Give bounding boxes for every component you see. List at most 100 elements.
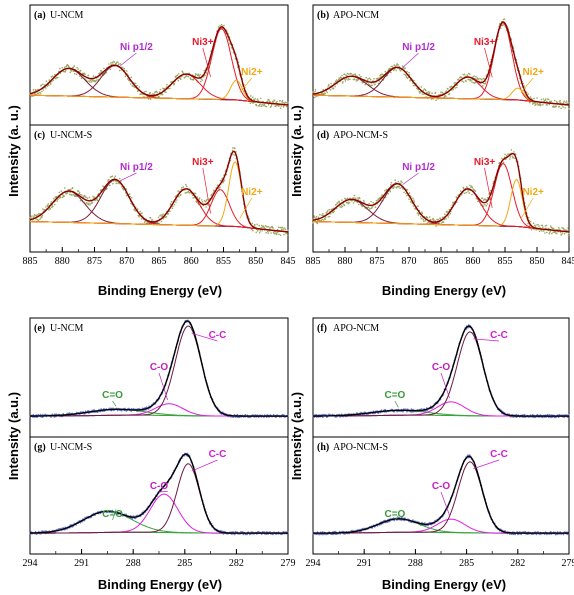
raw-point xyxy=(385,71,387,73)
x-tick-label: 870 xyxy=(119,256,134,267)
raw-point xyxy=(175,201,177,203)
raw-point xyxy=(203,70,205,72)
raw-point xyxy=(79,192,81,194)
raw-point xyxy=(314,97,316,99)
raw-point xyxy=(190,78,192,80)
raw-point xyxy=(504,18,506,20)
raw-point xyxy=(45,206,47,208)
raw-point xyxy=(422,93,424,95)
raw-point xyxy=(110,62,112,64)
raw-point xyxy=(103,68,105,70)
raw-point xyxy=(487,203,489,205)
raw-point xyxy=(257,230,259,232)
raw-point xyxy=(390,191,392,193)
raw-point xyxy=(327,92,329,94)
raw-point xyxy=(276,101,278,103)
raw-point xyxy=(393,186,395,188)
raw-point xyxy=(174,204,176,206)
annotation-co: C-O xyxy=(432,481,451,492)
annotation-ni2: Ni2+ xyxy=(522,67,544,78)
raw-point xyxy=(45,87,47,89)
x-tick-label: 845 xyxy=(281,256,296,267)
raw-point xyxy=(515,534,517,536)
raw-point xyxy=(349,202,351,204)
raw-point xyxy=(568,108,570,110)
raw-point xyxy=(130,77,132,79)
raw-point xyxy=(562,232,564,234)
raw-point xyxy=(370,201,372,203)
raw-point xyxy=(446,90,448,92)
panel-c: (c) U-NCM-SNi p1/2 Ni3+Ni2+ xyxy=(29,125,289,252)
annotation-ni3: Ni3+ xyxy=(474,37,496,48)
raw-point xyxy=(470,80,472,82)
raw-point xyxy=(50,83,52,85)
raw-point xyxy=(261,104,263,106)
raw-point xyxy=(263,104,265,106)
raw-point xyxy=(73,65,75,67)
c-x-axis-title-left: Binding Energy (eV) xyxy=(98,577,222,592)
x-tick-label: 860 xyxy=(184,256,199,267)
raw-point xyxy=(183,186,185,188)
raw-point xyxy=(471,81,473,83)
raw-point xyxy=(314,216,316,218)
raw-point xyxy=(346,78,348,80)
panel-a: (a) U-NCMNi p1/2 Ni3+Ni2+ xyxy=(29,5,289,125)
raw-point xyxy=(341,75,343,77)
x-tick-label: 288 xyxy=(408,558,423,569)
raw-point xyxy=(465,192,467,194)
raw-point xyxy=(464,193,466,195)
raw-point xyxy=(568,102,570,104)
raw-point xyxy=(92,196,94,198)
panel-title: U-NCM-S xyxy=(50,130,92,141)
raw-point xyxy=(542,417,544,419)
panel-frame xyxy=(30,318,288,437)
panel-e: (e) U-NCMC-CC-OC=O xyxy=(29,318,289,437)
raw-point xyxy=(358,204,360,206)
raw-point xyxy=(461,77,463,79)
x-tick-label: 885 xyxy=(306,256,321,267)
raw-point xyxy=(151,219,153,221)
raw-point xyxy=(118,63,120,65)
panel-b: (b) APO-NCMNi p1/2 Ni3+Ni2+ xyxy=(312,5,570,125)
raw-point xyxy=(335,204,337,206)
raw-point xyxy=(59,68,61,70)
raw-point xyxy=(180,194,182,196)
raw-point xyxy=(451,86,453,88)
raw-point xyxy=(511,534,513,536)
raw-point xyxy=(174,83,176,85)
raw-point xyxy=(413,205,415,207)
annotation-ni3: Ni3+ xyxy=(192,157,214,168)
raw-point xyxy=(562,106,564,108)
raw-point xyxy=(266,226,268,228)
x-tick-label: 880 xyxy=(338,256,353,267)
x-ticks-g: 294 291 288 285 282 279 xyxy=(23,549,296,569)
raw-point xyxy=(280,235,282,237)
raw-point xyxy=(546,232,548,234)
ni-x-axis-title-left: Binding Energy (eV) xyxy=(98,283,222,298)
raw-point xyxy=(548,99,550,101)
raw-point xyxy=(432,218,434,220)
raw-point xyxy=(454,82,456,84)
raw-point xyxy=(542,225,544,227)
raw-point xyxy=(149,92,151,94)
raw-point xyxy=(314,91,316,93)
raw-point xyxy=(130,83,132,85)
raw-point xyxy=(560,107,562,109)
ni-y-axis-title-right: Intensity (a. u.) xyxy=(289,105,304,197)
raw-point xyxy=(88,204,90,206)
annotation-ni-sat: Ni p1/2 xyxy=(402,42,435,53)
x-tick-label: 845 xyxy=(562,256,574,267)
raw-point xyxy=(435,99,437,101)
raw-point xyxy=(41,84,43,86)
raw-point xyxy=(69,71,71,73)
raw-point xyxy=(533,98,535,100)
raw-point xyxy=(509,158,511,160)
raw-point xyxy=(365,77,367,79)
raw-point xyxy=(353,202,355,204)
raw-point xyxy=(201,79,203,81)
raw-point xyxy=(250,102,252,104)
raw-point xyxy=(166,84,168,86)
raw-point xyxy=(200,81,202,83)
x-tick-label: 285 xyxy=(459,558,474,569)
raw-point xyxy=(57,200,59,202)
